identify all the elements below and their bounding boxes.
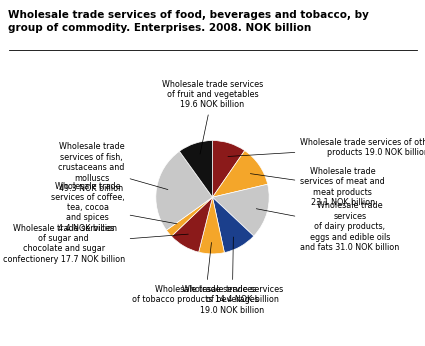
Text: Wholesale trade services
of tobacco products 14.4 NOK billion: Wholesale trade services of tobacco prod… — [132, 243, 279, 304]
Wedge shape — [198, 197, 224, 254]
Wedge shape — [212, 184, 269, 236]
Wedge shape — [212, 197, 254, 253]
Wedge shape — [179, 140, 212, 197]
Wedge shape — [156, 151, 212, 230]
Wedge shape — [171, 197, 212, 252]
Text: Wholesale trade services of other food
products 19.0 NOK billion: Wholesale trade services of other food p… — [228, 138, 425, 157]
Wedge shape — [212, 140, 245, 197]
Text: Wholesale trade
services
of dairy products,
eggs and edible oils
and fats 31.0 N: Wholesale trade services of dairy produc… — [256, 201, 400, 252]
Text: Wholesale trade
services of coffee,
tea, cocoa
and spices
4.4 NOK billion: Wholesale trade services of coffee, tea,… — [51, 182, 177, 233]
Wedge shape — [167, 197, 212, 236]
Text: Wholesale trade
services of fish,
crustaceans and
molluscs
49.3 NOK billion: Wholesale trade services of fish, crusta… — [58, 143, 168, 193]
Text: Wholesale trade services
of sugar and
chocolate and sugar
confectionery 17.7 NOK: Wholesale trade services of sugar and ch… — [3, 224, 188, 264]
Text: Wholesale trade services
of beverages
19.0 NOK billion: Wholesale trade services of beverages 19… — [182, 237, 283, 315]
Wedge shape — [212, 151, 268, 197]
Text: Wholesale trade services
of fruit and vegetables
19.6 NOK billion: Wholesale trade services of fruit and ve… — [162, 80, 263, 154]
Text: Wholesale trade services of food, beverages and tobacco, by
group of commodity. : Wholesale trade services of food, bevera… — [8, 10, 369, 33]
Text: Wholesale trade
services of meat and
meat products
23.1 NOK billion: Wholesale trade services of meat and mea… — [250, 167, 385, 207]
